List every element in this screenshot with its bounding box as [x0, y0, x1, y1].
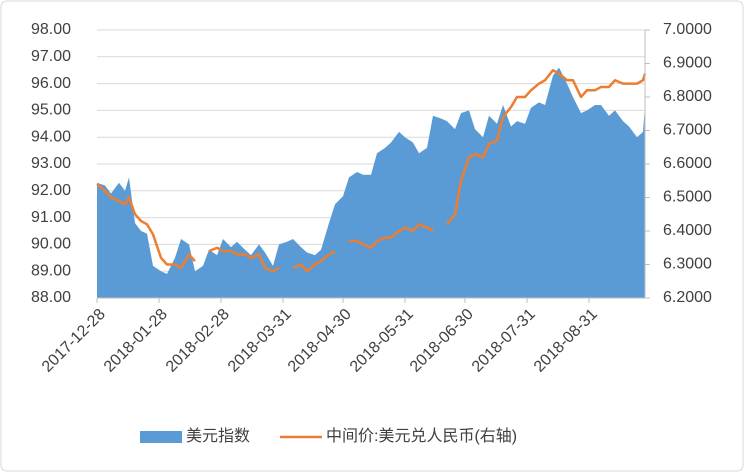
y-tick-label: 95.00 [31, 102, 71, 119]
y2-tick-label: 6.3000 [663, 256, 712, 273]
y-tick-label: 97.00 [31, 48, 71, 65]
y-tick-label: 88.00 [31, 289, 71, 306]
y2-tick-label: 7.0000 [663, 21, 712, 38]
y2-tick-label: 6.5000 [663, 189, 712, 206]
legend-item: 美元指数 [140, 427, 250, 445]
y-tick-label: 96.00 [31, 75, 71, 92]
y-tick-label: 98.00 [31, 21, 71, 38]
y2-tick-label: 6.7000 [663, 122, 712, 139]
y-tick-label: 93.00 [31, 155, 71, 172]
y2-tick-label: 6.6000 [663, 155, 712, 172]
legend-label: 中间价:美元兑人民币(右轴) [326, 427, 517, 445]
legend-swatch [140, 431, 182, 443]
y-tick-label: 91.00 [31, 209, 71, 226]
y2-tick-label: 6.8000 [663, 88, 712, 105]
y-tick-label: 89.00 [31, 262, 71, 279]
y-tick-label: 90.00 [31, 236, 71, 253]
y-tick-label: 94.00 [31, 128, 71, 145]
line [96, 68, 647, 273]
area [97, 67, 645, 299]
y-tick-label: 92.00 [31, 182, 71, 199]
y2-tick-label: 6.9000 [663, 55, 712, 72]
y2-tick-label: 6.2000 [663, 289, 712, 306]
legend-item: 中间价:美元兑人民币(右轴) [280, 427, 517, 445]
legend-label: 美元指数 [186, 427, 250, 445]
y2-tick-label: 6.4000 [663, 222, 712, 239]
